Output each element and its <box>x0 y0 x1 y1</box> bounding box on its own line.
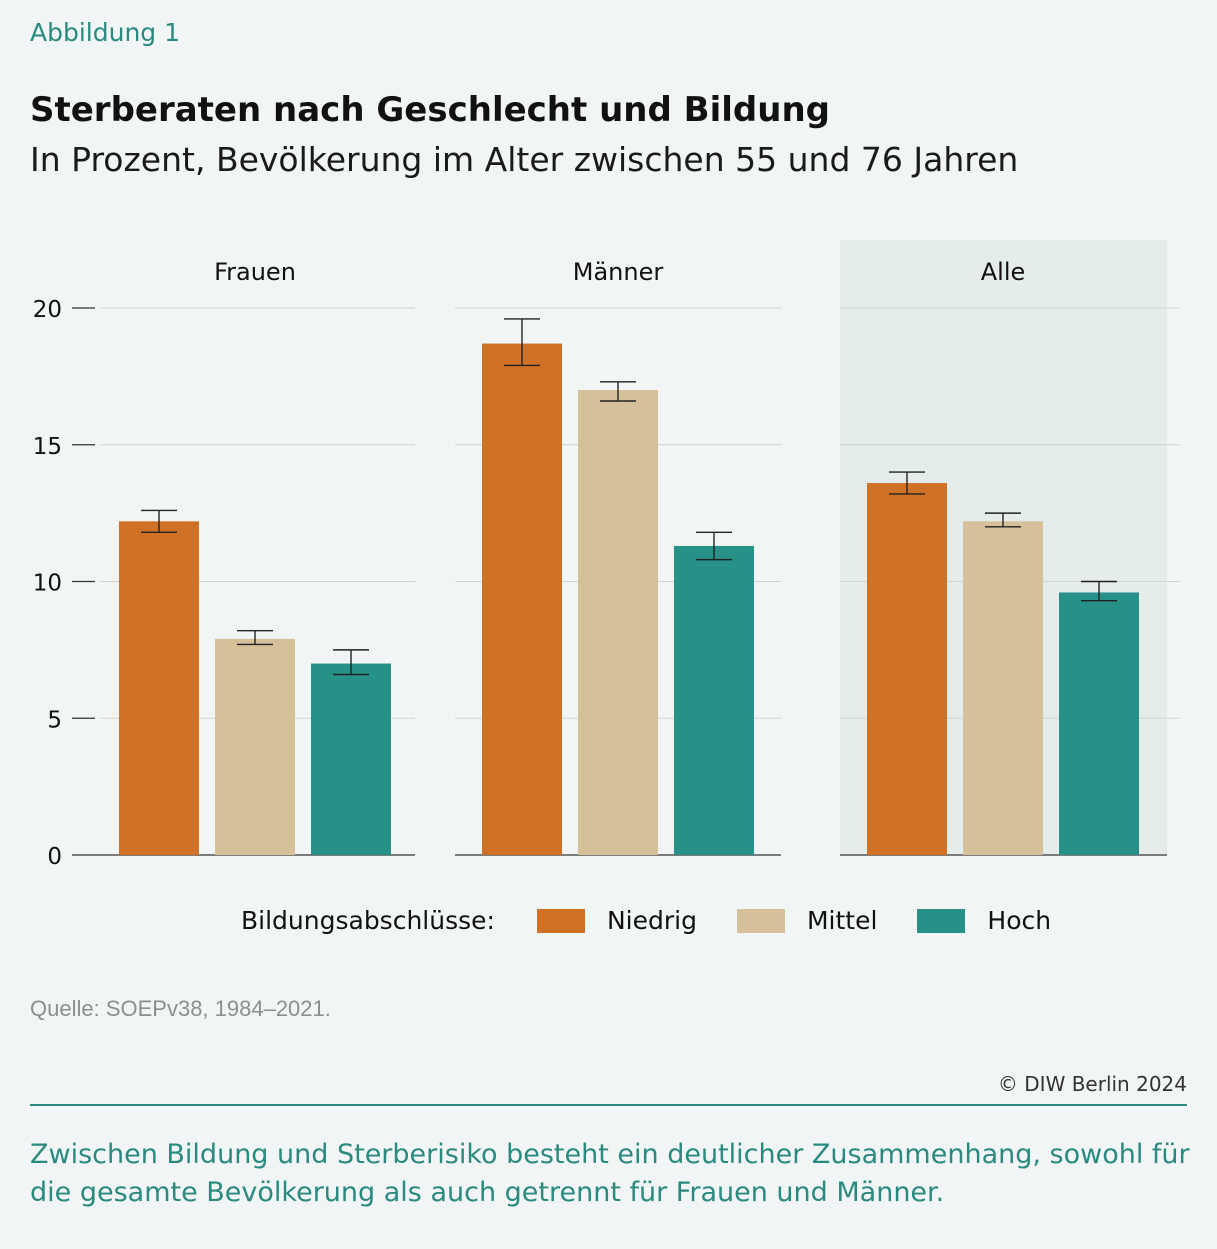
legend: Bildungsabschlüsse: Niedrig Mittel Hoch <box>241 906 1091 935</box>
chart-title: Sterberaten nach Geschlecht und Bildung <box>30 90 830 130</box>
y-tick-label: 5 <box>47 707 62 733</box>
legend-label-hoch: Hoch <box>987 906 1052 935</box>
bar-hoch <box>1059 592 1139 855</box>
bar-hoch <box>674 545 754 855</box>
legend-swatch-hoch <box>917 908 966 933</box>
bar-mittel <box>215 638 295 855</box>
bar-niedrig <box>867 483 947 855</box>
bar-chart: 0 5 10 15 20 Frauen Männer Alle <box>33 240 1180 870</box>
panel-title-1: Männer <box>573 258 664 286</box>
legend-swatch-niedrig <box>536 908 585 933</box>
y-tick-label: 10 <box>33 571 62 597</box>
legend-label-niedrig: Niedrig <box>606 906 697 935</box>
figure-label: Abbildung 1 <box>30 18 181 47</box>
legend-item-mittel: Mittel <box>736 906 878 935</box>
chart-subtitle: In Prozent, Bevölkerung im Alter zwische… <box>30 140 1019 179</box>
panel-title-2: Alle <box>981 258 1026 286</box>
panel-title-0: Frauen <box>214 258 296 286</box>
legend-label-mittel: Mittel <box>806 906 878 935</box>
legend-swatch-mittel <box>736 908 785 933</box>
copyright: © DIW Berlin 2024 <box>997 1072 1187 1096</box>
y-tick-label: 15 <box>33 434 62 460</box>
y-tick-label: 20 <box>33 297 62 323</box>
source-note: Quelle: SOEPv38, 1984–2021. <box>30 996 331 1021</box>
caption: Zwischen Bildung und Sterberisiko besteh… <box>30 1139 1190 1208</box>
bar-hoch <box>311 663 391 855</box>
legend-item-niedrig: Niedrig <box>536 906 697 935</box>
bar-mittel <box>578 390 658 855</box>
y-tick-label: 0 <box>47 844 62 870</box>
bar-niedrig <box>482 343 562 855</box>
legend-item-hoch: Hoch <box>917 906 1051 935</box>
bar-niedrig <box>119 521 199 855</box>
divider <box>30 1104 1187 1106</box>
bar-mittel <box>963 521 1043 855</box>
legend-title: Bildungsabschlüsse: <box>241 906 495 935</box>
